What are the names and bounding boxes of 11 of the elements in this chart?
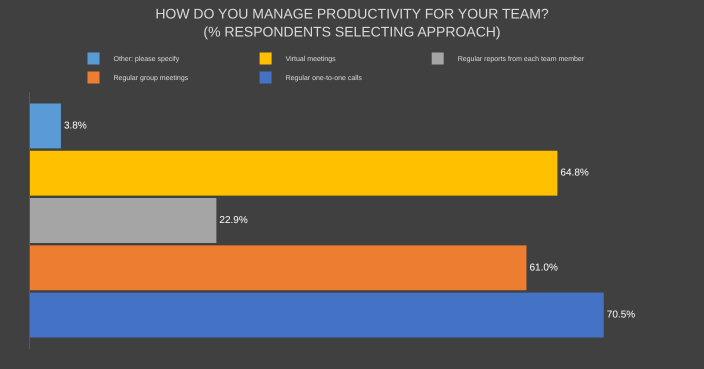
data-label: 70.5% bbox=[606, 310, 636, 321]
data-label: 22.9% bbox=[219, 215, 248, 226]
data-label: 64.8% bbox=[560, 168, 589, 179]
data-label: 3.8% bbox=[64, 120, 87, 132]
bar bbox=[30, 245, 526, 290]
bar bbox=[30, 150, 558, 196]
data-label: 61.0% bbox=[529, 262, 558, 274]
bar bbox=[30, 292, 604, 338]
bar bbox=[30, 103, 61, 148]
chart-title: HOW DO YOU MANAGE PRODUCTIVITY FOR YOUR TEAM? (% RESPONDENTS SELECTING APPROACH) bbox=[155, 5, 549, 40]
bar bbox=[30, 198, 216, 243]
